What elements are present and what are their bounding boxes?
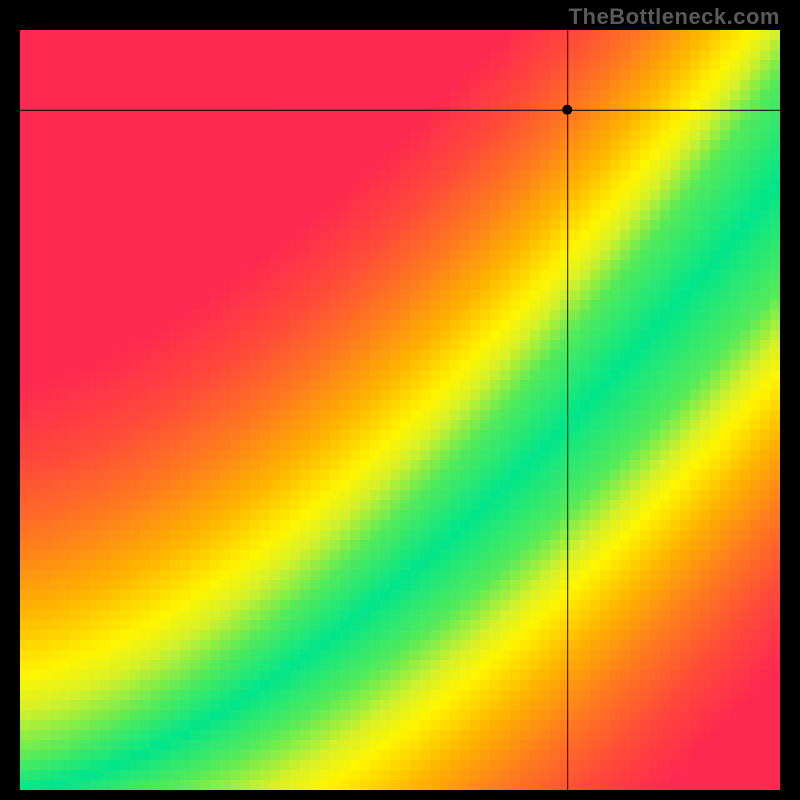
plot-area xyxy=(20,30,780,790)
watermark-text: TheBottleneck.com xyxy=(569,4,780,30)
crosshair-overlay xyxy=(20,30,780,790)
figure-root: TheBottleneck.com xyxy=(0,0,800,800)
